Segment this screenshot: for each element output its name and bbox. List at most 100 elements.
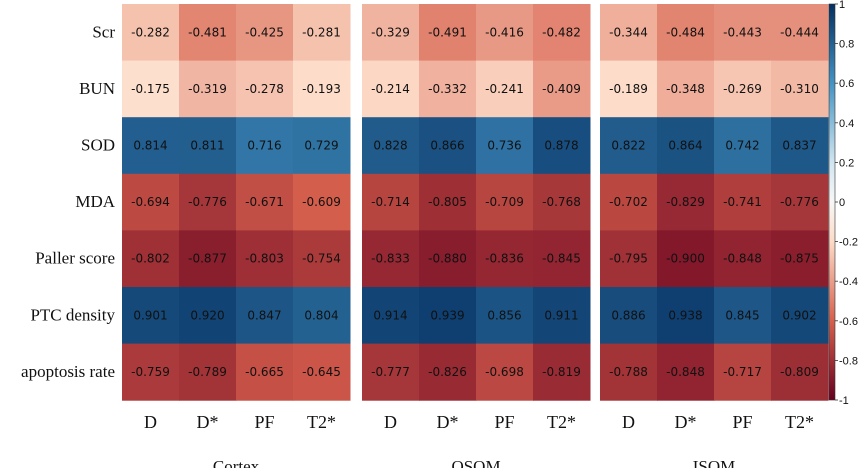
cell-value-label: -0.848 <box>666 365 705 379</box>
column-label: D <box>384 412 397 432</box>
heatmap-cell <box>362 4 420 62</box>
heatmap-cell <box>293 287 351 345</box>
cell-value-label: -0.348 <box>666 82 705 96</box>
heatmap-cell <box>600 4 658 62</box>
heatmap-cell <box>179 60 237 118</box>
cell-value-label: -0.777 <box>371 365 410 379</box>
heatmap-cell <box>533 117 591 175</box>
heatmap-cell <box>714 60 772 118</box>
heatmap-cell <box>236 117 294 175</box>
colorbar-tick-label: 0.6 <box>839 78 854 90</box>
heatmap-cell <box>179 287 237 345</box>
cell-value-label: -0.803 <box>245 252 284 266</box>
cell-value-label: -0.759 <box>131 365 170 379</box>
colorbar-tick-label: 0 <box>839 197 845 209</box>
cell-value-label: 0.822 <box>611 139 645 153</box>
row-label: PTC density <box>30 305 115 324</box>
cell-value-label: 0.864 <box>668 139 702 153</box>
colorbar-tick-label: 0.2 <box>839 157 854 169</box>
heatmap-cell <box>657 230 715 288</box>
cell-value-label: -0.802 <box>131 252 170 266</box>
cell-value-label: 0.729 <box>304 139 338 153</box>
heatmap-cell <box>476 60 534 118</box>
cell-value-label: -0.900 <box>666 252 705 266</box>
cell-value-label: -0.741 <box>723 195 762 209</box>
cell-value-label: 0.845 <box>725 308 759 322</box>
cell-value-label: -0.425 <box>245 25 284 39</box>
cell-value-label: -0.344 <box>609 25 648 39</box>
heatmap-cell <box>122 287 180 345</box>
cell-value-label: -0.776 <box>780 195 819 209</box>
heatmap-cell <box>362 173 420 231</box>
heatmap-cell <box>236 60 294 118</box>
cell-value-label: -0.193 <box>302 82 341 96</box>
cell-value-label: 0.847 <box>247 308 281 322</box>
heatmap-cell <box>179 343 237 401</box>
cell-value-label: 0.886 <box>611 308 645 322</box>
row-label: Scr <box>92 22 115 41</box>
cell-value-label: 0.878 <box>544 139 578 153</box>
cell-value-label: -0.754 <box>302 252 341 266</box>
cell-value-label: -0.282 <box>131 25 170 39</box>
cell-value-label: 0.742 <box>725 139 759 153</box>
cell-value-label: 0.914 <box>373 308 407 322</box>
column-label: T2* <box>307 412 336 432</box>
cell-value-label: -0.481 <box>188 25 227 39</box>
cell-value-label: -0.645 <box>302 365 341 379</box>
cell-value-label: -0.281 <box>302 25 341 39</box>
heatmap-cell <box>293 117 351 175</box>
heatmap-cell <box>419 287 477 345</box>
heatmap-cell <box>122 343 180 401</box>
column-label: D* <box>675 412 697 432</box>
row-label: Paller score <box>35 249 115 268</box>
cell-value-label: 0.804 <box>304 308 338 322</box>
colorbar-tick-label: 0.8 <box>839 39 854 51</box>
cell-value-label: -0.809 <box>780 365 819 379</box>
heatmap-cell <box>236 230 294 288</box>
cell-value-label: -0.875 <box>780 252 819 266</box>
cell-value-label: -0.491 <box>428 25 467 39</box>
heatmap-cell <box>419 60 477 118</box>
heatmap-cell <box>122 117 180 175</box>
cell-value-label: -0.717 <box>723 365 762 379</box>
cell-value-label: -0.702 <box>609 195 648 209</box>
cell-value-label: 0.811 <box>190 139 224 153</box>
heatmap-cell <box>657 173 715 231</box>
cell-value-label: -0.443 <box>723 25 762 39</box>
heatmap-cell <box>714 287 772 345</box>
heatmap-cell <box>657 117 715 175</box>
heatmap-cell <box>714 117 772 175</box>
panel-title: ISOM <box>693 457 736 468</box>
cell-value-label: -0.694 <box>131 195 170 209</box>
heatmap-cell <box>600 287 658 345</box>
heatmap-cell <box>600 230 658 288</box>
cell-value-label: 0.902 <box>782 308 816 322</box>
row-label: SOD <box>81 136 115 155</box>
heatmap-cell <box>179 117 237 175</box>
heatmap-cell <box>362 230 420 288</box>
heatmap-cell <box>771 4 829 62</box>
heatmap-cell <box>771 117 829 175</box>
column-label: D <box>144 412 157 432</box>
heatmap-cell <box>122 173 180 231</box>
cell-value-label: -0.795 <box>609 252 648 266</box>
cell-value-label: -0.836 <box>485 252 524 266</box>
heatmap-cell <box>600 117 658 175</box>
heatmap-cell <box>600 343 658 401</box>
heatmap-panels: -0.282 -0.481 -0.425 -0.281 -0.175 -0.319 -0.2… <box>122 4 829 468</box>
cell-value-label: -0.444 <box>780 25 819 39</box>
heatmap-cell <box>419 117 477 175</box>
cell-value-label: -0.714 <box>371 195 410 209</box>
cell-value-label: -0.409 <box>542 82 581 96</box>
heatmap-cell <box>714 343 772 401</box>
cell-value-label: 0.866 <box>430 139 464 153</box>
heatmap-cell <box>657 287 715 345</box>
cell-value-label: -0.709 <box>485 195 524 209</box>
heatmap-cell <box>236 287 294 345</box>
colorbar-tick-label: 0.4 <box>839 118 854 130</box>
cell-value-label: -0.698 <box>485 365 524 379</box>
cell-value-label: 0.814 <box>133 139 167 153</box>
heatmap-cell <box>714 230 772 288</box>
cell-value-label: -0.789 <box>188 365 227 379</box>
cell-value-label: -0.329 <box>371 25 410 39</box>
